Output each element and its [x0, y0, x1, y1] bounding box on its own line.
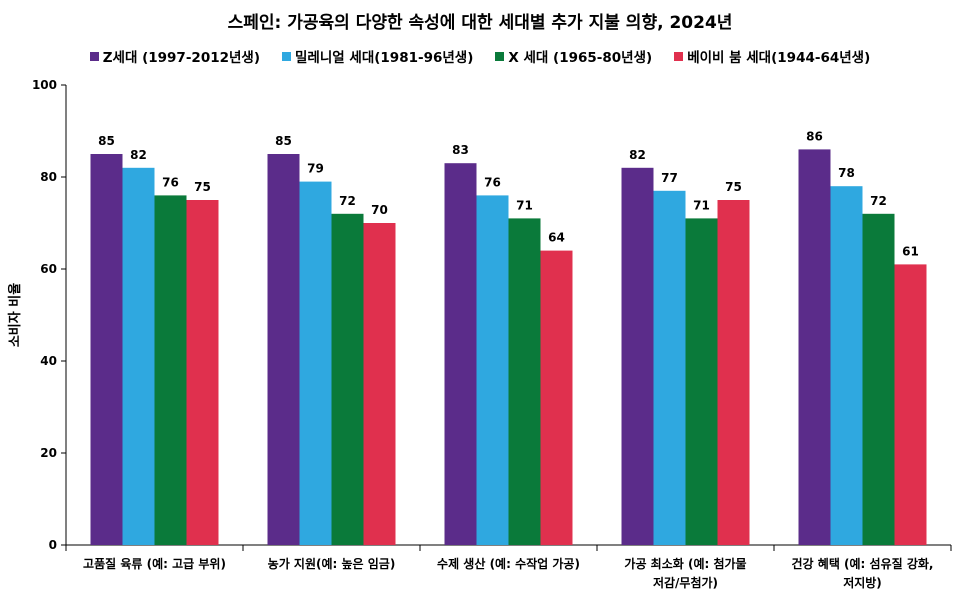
legend-label-gen-z: Z세대 (1997-2012년생) — [102, 50, 261, 66]
data-label: 82 — [629, 148, 646, 162]
y-axis-label: 소비자 비율 — [7, 283, 23, 347]
data-label: 71 — [516, 198, 533, 212]
bar — [621, 167, 654, 546]
data-label: 82 — [130, 148, 147, 162]
bar — [90, 154, 123, 545]
bar — [540, 250, 573, 545]
x-category-label: 농가 지원(예: 높은 임금) — [268, 556, 396, 571]
bar — [331, 213, 364, 546]
data-label: 72 — [870, 194, 887, 208]
legend-label-millennial: 밀레니얼 세대(1981-96년생) — [295, 50, 474, 66]
data-label: 85 — [98, 134, 115, 148]
x-category-label: 가공 최소화 (예: 첨가물 — [624, 556, 746, 571]
data-label: 76 — [484, 175, 501, 189]
bar — [267, 154, 300, 545]
legend-swatch-boomer — [674, 51, 684, 61]
y-tick-label: 100 — [32, 78, 57, 92]
data-label: 85 — [275, 134, 292, 148]
bar — [444, 163, 477, 545]
legend-swatch-millennial — [282, 51, 292, 61]
y-tick-label: 20 — [40, 446, 57, 460]
x-category-label: 저감/무첨가) — [653, 575, 718, 590]
legend-item-boomer: 베이비 붐 세대(1944-64년생) — [674, 46, 870, 66]
bar — [363, 223, 396, 545]
legend-label-gen-x: X 세대 (1965-80년생) — [508, 50, 653, 66]
data-label: 83 — [452, 143, 469, 157]
x-category-label: 저지방) — [843, 575, 882, 590]
bar — [154, 195, 187, 545]
data-label: 61 — [902, 244, 919, 258]
data-label: 79 — [307, 162, 324, 176]
bar — [653, 190, 686, 546]
data-label: 70 — [371, 203, 388, 217]
data-label: 72 — [339, 194, 356, 208]
bar — [299, 181, 332, 545]
y-tick-label: 80 — [40, 170, 57, 184]
bar — [894, 264, 927, 545]
data-label: 77 — [661, 171, 678, 185]
bar — [122, 167, 155, 546]
y-tick-label: 40 — [40, 354, 57, 368]
bar — [508, 218, 541, 545]
data-label: 71 — [693, 198, 710, 212]
bar — [685, 218, 718, 545]
bar — [186, 200, 219, 545]
legend-item-millennial: 밀레니얼 세대(1981-96년생) — [282, 46, 473, 66]
legend-item-gen-x: X 세대 (1965-80년생) — [495, 46, 652, 66]
data-label: 75 — [194, 180, 211, 194]
data-label: 75 — [725, 180, 742, 194]
bar — [830, 186, 863, 545]
bar — [862, 213, 895, 546]
y-tick-label: 60 — [40, 262, 57, 276]
bar — [717, 200, 750, 545]
legend-label-boomer: 베이비 붐 세대(1944-64년생) — [687, 50, 871, 66]
chart-title: 스페인: 가공육의 다양한 속성에 대한 세대별 추가 지불 의향, 2024년 — [227, 13, 733, 33]
bar — [798, 149, 831, 545]
data-label: 86 — [806, 129, 823, 143]
y-tick-label: 0 — [49, 538, 57, 552]
legend-item-gen-z: Z세대 (1997-2012년생) — [89, 46, 261, 66]
data-label: 78 — [838, 166, 855, 180]
data-label: 76 — [162, 175, 179, 189]
bar — [476, 195, 509, 545]
legend: Z세대 (1997-2012년생) 밀레니얼 세대(1981-96년생) X 세… — [0, 46, 960, 66]
x-category-label: 고품질 육류 (예: 고급 부위) — [83, 556, 226, 571]
data-label: 64 — [548, 231, 565, 245]
legend-swatch-gen-x — [495, 51, 505, 61]
legend-swatch-gen-z — [89, 51, 99, 61]
x-category-label: 수제 생산 (예: 수작업 가공) — [437, 556, 580, 571]
x-category-label: 건강 혜택 (예: 섬유질 강화, — [792, 556, 934, 571]
